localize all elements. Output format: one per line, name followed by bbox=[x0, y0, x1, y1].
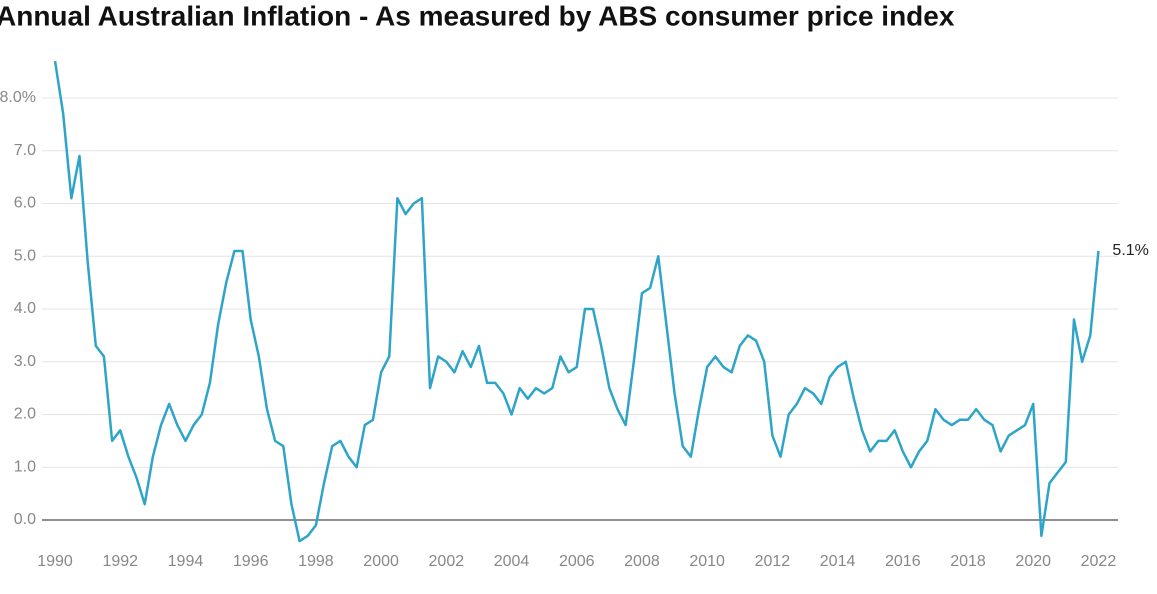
x-tick-label: 1990 bbox=[37, 553, 73, 570]
x-tick-label: 2010 bbox=[689, 553, 725, 570]
y-tick-label: 6.0 bbox=[14, 195, 36, 212]
y-tick-label: 0.0 bbox=[14, 511, 36, 528]
x-tick-label: 2018 bbox=[950, 553, 986, 570]
x-tick-label: 2012 bbox=[755, 553, 791, 570]
y-tick-label: 5.0 bbox=[14, 247, 36, 264]
x-tick-label: 1998 bbox=[298, 553, 334, 570]
y-tick-label: 7.0 bbox=[14, 142, 36, 159]
line bbox=[53, 60, 1100, 543]
x-tick-label: 2002 bbox=[429, 553, 465, 570]
x-tick-label: 1994 bbox=[168, 553, 204, 570]
y-tick-label: 8.0% bbox=[0, 89, 36, 106]
x-tick-label: 1996 bbox=[233, 553, 269, 570]
value-label: 5.1% bbox=[1112, 242, 1148, 259]
y-tick-label: 2.0 bbox=[14, 406, 36, 423]
x-tick-label: 2004 bbox=[494, 553, 530, 570]
x-tick-label: 2000 bbox=[363, 553, 399, 570]
y-tick-label: 1.0 bbox=[14, 458, 36, 475]
x-tick-label: 2022 bbox=[1081, 553, 1117, 570]
x-tick-label: 2020 bbox=[1015, 553, 1051, 570]
x-tick-label: 2014 bbox=[820, 553, 856, 570]
chart-title: Annual Australian Inflation - As measure… bbox=[0, 0, 955, 31]
x-tick-label: 2008 bbox=[624, 553, 660, 570]
x-tick-label: 1992 bbox=[102, 553, 138, 570]
x-tick-label: 2006 bbox=[559, 553, 595, 570]
x-tick-label: 2016 bbox=[885, 553, 921, 570]
y-tick-label: 3.0 bbox=[14, 353, 36, 370]
y-tick-label: 4.0 bbox=[14, 300, 36, 317]
